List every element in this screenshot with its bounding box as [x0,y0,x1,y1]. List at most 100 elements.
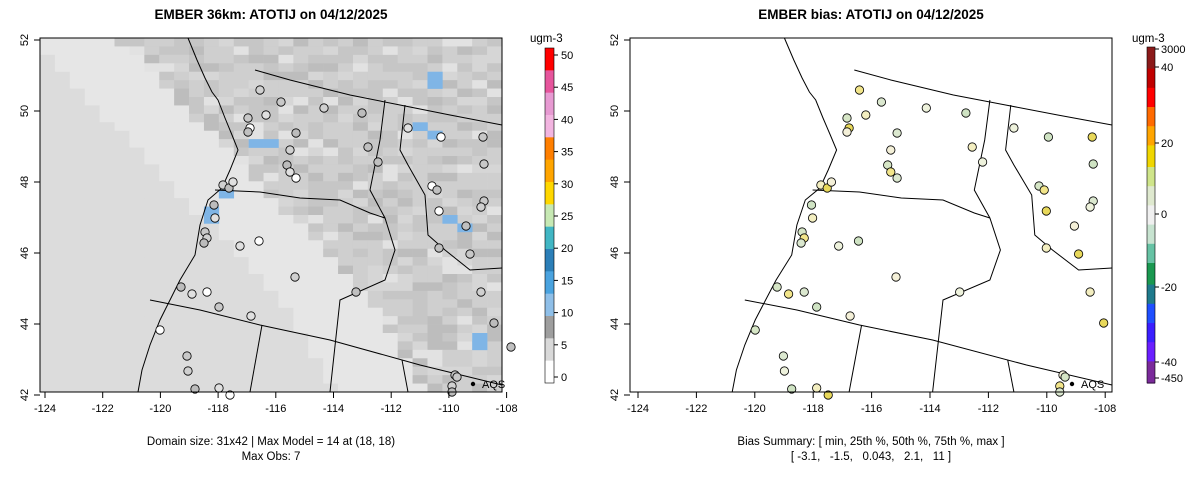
model-cell [99,172,115,182]
x-tick-label: -116 [265,403,286,415]
model-cell [397,349,413,359]
model-cell [84,181,100,191]
model-cell [278,375,294,384]
model-cell [248,324,264,334]
model-cell [144,122,160,132]
model-cell [293,139,309,148]
model-cell [487,46,503,56]
colorbar-segment [545,223,554,228]
model-cell [54,122,71,132]
model-cell [54,139,71,148]
colorbar-segment [545,117,554,122]
model-cell [427,113,443,123]
model-cell [308,172,324,182]
model-cell [382,113,398,123]
colorbar-segment [545,357,554,362]
colorbar-segment [545,78,554,83]
model-cell [397,198,413,207]
aqs-point [254,236,264,246]
model-cell [382,366,398,376]
model-cell [293,172,309,182]
colorbar-segment [545,123,554,127]
model-cell [472,122,488,132]
model-cell [382,206,398,216]
model-cell [84,223,100,233]
model-cell [114,139,130,148]
model-cell [233,349,249,359]
model-cell [278,257,294,266]
model-cell [278,290,294,300]
aqs-point [214,302,224,312]
model-cell [338,375,354,384]
model-cell [442,71,458,81]
model-cell [338,215,354,224]
model-cell [352,172,369,182]
model-cell [457,282,473,292]
model-cell [293,164,309,174]
model-cell [278,38,294,47]
model-cell [308,46,324,56]
model-cell [233,80,249,89]
model-cell [397,189,413,199]
model-cell [352,122,369,132]
model-cell [129,80,145,89]
model-cell [338,172,354,182]
model-cell [248,366,264,376]
model-cell [233,189,249,199]
model-cell [427,299,443,309]
model-cell [218,80,235,89]
model-cell [367,299,384,309]
model-cell [84,97,100,106]
colorbar-segment [545,73,554,77]
model-cell [412,240,428,250]
model-cell [487,290,503,300]
model-cell [263,172,279,182]
model-cell [233,223,249,233]
model-cell [323,333,339,342]
model-cell [278,198,294,207]
model-cell [174,375,190,384]
model-cell [323,46,339,56]
colorbar-segment [545,120,554,124]
model-cell [338,324,354,334]
colorbar-segment [545,159,554,164]
model-cell [144,105,160,115]
aqs-point [246,311,256,321]
model-cell [174,274,190,283]
model-cell [338,333,354,342]
colorbar-segment [545,92,554,97]
model-cell [233,231,249,241]
model-cell [114,316,130,325]
model-cell [248,383,264,393]
model-cell [144,189,160,199]
model-cell [442,366,458,376]
colorbar-segment [545,81,554,85]
model-cell [338,97,354,106]
model-cell [338,341,354,351]
border-line [254,69,503,126]
model-cell [69,206,86,216]
model-cell [427,54,443,64]
model-cell [412,147,428,157]
model-cell [382,324,398,334]
model-cell [189,97,205,106]
model-cell [114,223,130,233]
model-cell [442,164,458,174]
border-line [214,189,386,219]
model-cell [159,181,175,191]
colorbar-label: 0 [561,372,567,384]
model-cell [218,105,235,115]
model-cell [54,257,71,266]
model-cell [40,231,56,241]
model-cell [174,80,190,89]
model-cell [457,63,473,73]
model-cell [323,113,339,123]
model-cell [472,63,488,73]
model-cell [367,181,384,191]
model-cell [352,383,369,393]
model-cell [457,375,473,384]
model-cell [203,240,220,250]
model-cell [338,38,354,47]
model-cell [144,307,160,317]
model-cell [308,324,324,334]
